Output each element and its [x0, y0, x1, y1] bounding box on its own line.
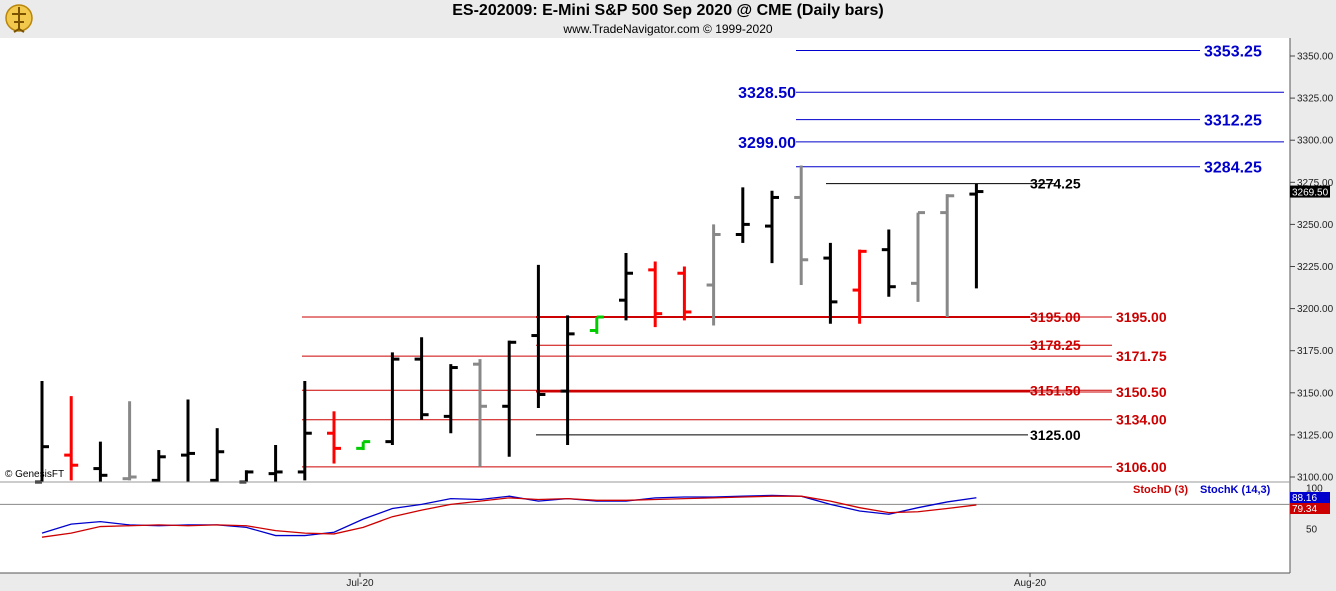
levels-layer: 3353.25 3328.50 3312.25 3299.00 3284.25 3274.… [302, 44, 1284, 475]
time-tick-label: Aug-20 [1014, 578, 1047, 589]
ohlc-bar [706, 224, 721, 326]
copyright-label: © GenesisFT [5, 469, 65, 480]
ohlc-bar [735, 187, 750, 243]
chart-subtitle: www.TradeNavigator.com © 1999-2020 [563, 22, 773, 36]
ohlc-bar [473, 359, 487, 467]
last-price-box [1290, 185, 1330, 198]
ohlc-bar [443, 364, 458, 434]
ohlc-bar [122, 401, 137, 481]
stoch-d-value: 79.34 [1292, 504, 1317, 515]
level-label: 3312.25 [1204, 113, 1262, 130]
price-tick-label: 3300.00 [1297, 136, 1334, 147]
ohlc-bar [385, 352, 400, 446]
price-tick-label: 3250.00 [1297, 220, 1334, 231]
stoch-k-line [41, 494, 977, 537]
stoch-k-value-box [1290, 492, 1330, 503]
ohlc-bar [823, 242, 838, 324]
price-tick-label: 3100.00 [1297, 473, 1334, 484]
ohlc-bar [881, 229, 896, 297]
ohlc-bar [181, 399, 195, 482]
level-label: 3299.00 [738, 135, 796, 152]
price-tick-label: 3325.00 [1297, 94, 1334, 105]
price-tick-label: 3150.00 [1297, 388, 1334, 399]
level-label: 3106.00 [1116, 459, 1167, 475]
ohlc-bar [589, 315, 604, 334]
ohlc-bar [356, 440, 371, 451]
level-label: 3328.50 [738, 85, 796, 102]
trade-navigator-logo-icon [5, 4, 33, 33]
ohlc-bar [414, 337, 429, 420]
ohlc-bar [268, 445, 283, 482]
stoch-k-value: 88.16 [1292, 493, 1317, 504]
level-label: 3284.25 [1204, 160, 1262, 177]
ohlc-bar [64, 396, 79, 481]
ohlc-bar [93, 441, 108, 482]
ohlc-bar [239, 470, 254, 484]
ohlc-bar [619, 253, 633, 321]
level-label: 3150.50 [1116, 384, 1167, 400]
price-tick-label: 3125.00 [1297, 430, 1334, 441]
level-label: 3353.25 [1204, 44, 1262, 61]
stoch-tick-label: 100 [1306, 484, 1323, 495]
stoch-k-legend: StochK (14,3) [1200, 484, 1271, 496]
last-price-label: 3269.50 [1292, 188, 1329, 199]
ohlc-bar [794, 165, 809, 286]
price-tick-label: 3350.00 [1297, 52, 1334, 63]
ohlc-bar [765, 190, 779, 264]
ohlc-bar [35, 381, 49, 484]
ohlc-bar [151, 450, 166, 482]
price-tick-label: 3200.00 [1297, 304, 1334, 315]
level-label: 3178.25 [1030, 337, 1081, 353]
ohlc-bar [852, 249, 867, 324]
chart-header: ES-202009: E-Mini S&P 500 Sep 2020 @ CME… [0, 0, 1336, 38]
ohlc-bar [940, 194, 955, 318]
ohlc-bar [969, 183, 984, 289]
level-label: 3274.25 [1030, 176, 1081, 192]
level-label: 3151.50 [1030, 382, 1081, 398]
ohlc-bar [911, 211, 925, 302]
chart-title: ES-202009: E-Mini S&P 500 Sep 2020 @ CME… [452, 2, 884, 19]
bars-layer [35, 165, 984, 484]
stoch-d-legend: StochD (3) [1133, 484, 1188, 496]
ohlc-bar [648, 261, 663, 328]
ohlc-bar [560, 315, 575, 446]
time-axis: Jul-20 Aug-20 [0, 572, 1290, 591]
stoch-tick-label: 50 [1306, 525, 1318, 536]
ohlc-bar [297, 381, 312, 481]
ohlc-bar [677, 266, 692, 321]
price-tick-label: 3175.00 [1297, 346, 1334, 357]
ohlc-bar [210, 428, 225, 482]
level-label: 3125.00 [1030, 427, 1081, 443]
time-tick-label: Jul-20 [346, 578, 374, 589]
stoch-d-line [41, 495, 977, 538]
time-axis-background [0, 573, 1290, 591]
price-tick-label: 3225.00 [1297, 262, 1334, 273]
ohlc-bar [531, 264, 546, 408]
level-label: 3171.75 [1116, 348, 1167, 364]
level-label: 3195.00 [1116, 309, 1167, 325]
level-label: 3134.00 [1116, 412, 1167, 428]
ohlc-bar [502, 340, 517, 457]
ohlc-bar [327, 411, 341, 464]
price-tick-label: 3275.00 [1297, 178, 1334, 189]
stoch-d-value-box [1290, 503, 1330, 514]
